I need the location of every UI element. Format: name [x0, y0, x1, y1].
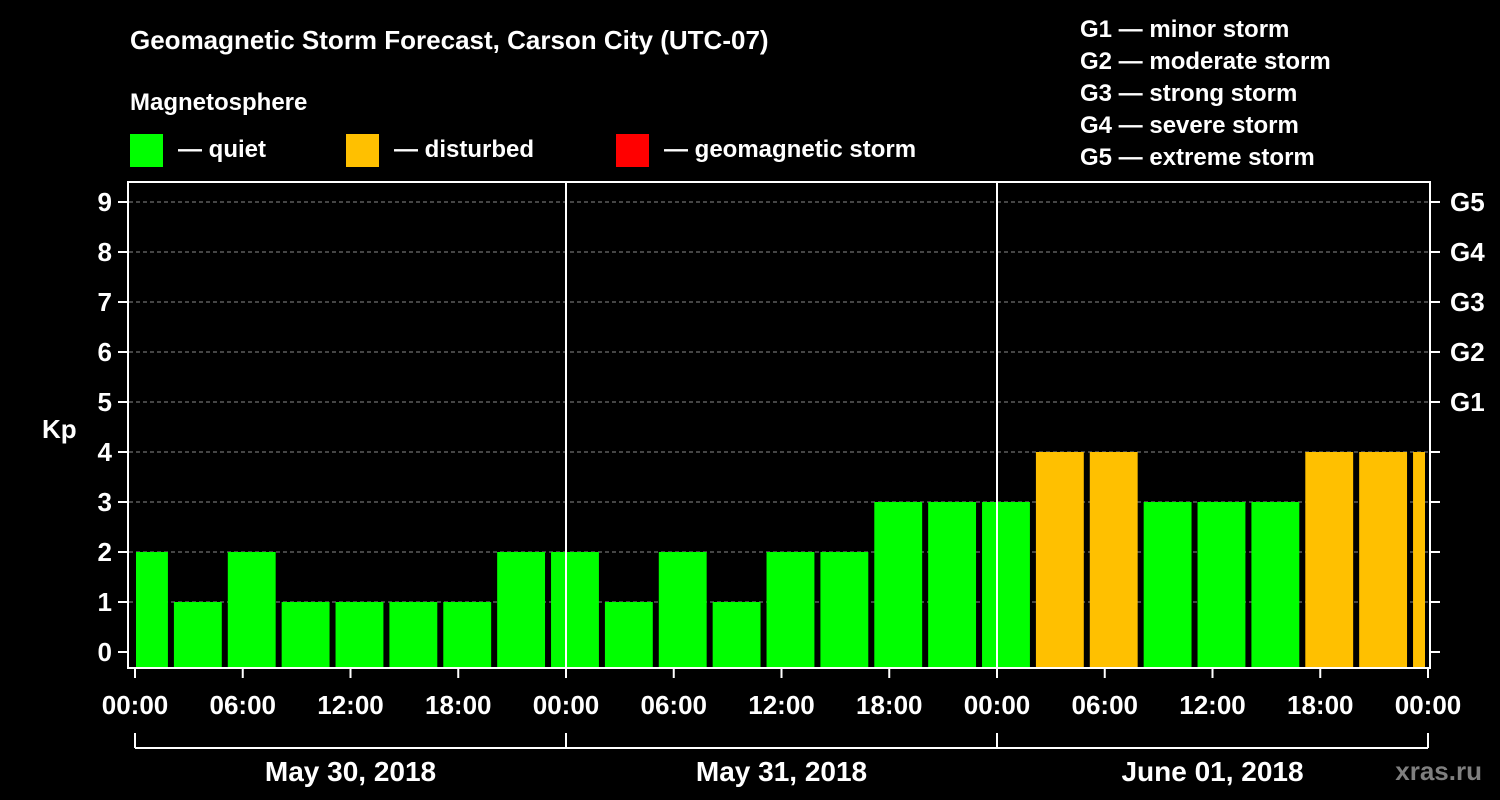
- y-tick-label-4: 4: [98, 437, 113, 467]
- bar-9: [604, 602, 653, 667]
- legend-label-disturbed: — disturbed: [394, 136, 534, 163]
- bar-8: [551, 552, 599, 667]
- day-label-2: June 01, 2018: [1121, 756, 1303, 787]
- x-tick-label-10: 12:00: [1179, 690, 1246, 720]
- storm-scale-g2: G2 — moderate storm: [1080, 48, 1331, 75]
- y-axis-label: Kp: [42, 414, 77, 444]
- x-tick-label-5: 06:00: [641, 690, 708, 720]
- legend-swatch-quiet: [130, 134, 163, 167]
- bar-14: [874, 502, 923, 667]
- x-tick-label-4: 00:00: [533, 690, 600, 720]
- legend-title: Magnetosphere: [130, 89, 307, 116]
- x-tick-label-11: 18:00: [1287, 690, 1354, 720]
- bars: [136, 452, 1425, 667]
- bar-6: [443, 602, 492, 667]
- bar-17: [1035, 452, 1084, 667]
- legend-swatch-storm: [616, 134, 649, 167]
- bar-21: [1251, 502, 1300, 667]
- day-label-1: May 31, 2018: [696, 756, 867, 787]
- bar-10: [658, 552, 707, 667]
- storm-scale-g1: G1 — minor storm: [1080, 16, 1289, 43]
- y-tick-label-9: 9: [98, 187, 112, 217]
- g-tick-label-g5: G5: [1450, 187, 1485, 217]
- storm-scale-g4: G4 — severe storm: [1080, 112, 1299, 139]
- legend-label-quiet: — quiet: [178, 136, 266, 163]
- x-tick-label-9: 06:00: [1072, 690, 1139, 720]
- bar-16: [982, 502, 1030, 667]
- storm-scale-g5: G5 — extreme storm: [1080, 144, 1315, 171]
- bar-24: [1413, 452, 1425, 667]
- y-tick-label-2: 2: [98, 537, 112, 567]
- y-axis: 0 1 2 3 4 5 6 7 8 9: [98, 187, 128, 667]
- bar-4: [335, 602, 384, 667]
- bar-18: [1089, 452, 1138, 667]
- bar-2: [227, 552, 276, 667]
- storm-scale-g3: G3 — strong storm: [1080, 80, 1297, 107]
- g-tick-label-g1: G1: [1450, 387, 1485, 417]
- legend: — quiet — disturbed — geomagnetic storm: [130, 134, 916, 167]
- y-tick-label-5: 5: [98, 387, 112, 417]
- x-tick-label-0: 00:00: [102, 690, 169, 720]
- x-axis: 00:00 06:00 12:00 18:00 00:00 06:00 12:00 18:00…: [102, 668, 1462, 720]
- legend-label-storm: — geomagnetic storm: [664, 136, 916, 163]
- g-tick-label-g3: G3: [1450, 287, 1485, 317]
- y-tick-label-6: 6: [98, 337, 112, 367]
- x-tick-label-12: 00:00: [1395, 690, 1462, 720]
- y-tick-label-1: 1: [98, 587, 112, 617]
- bar-12: [766, 552, 815, 667]
- plot-frame: [127, 181, 1431, 669]
- bar-1: [173, 602, 222, 667]
- y-tick-label-8: 8: [98, 237, 112, 267]
- bar-13: [820, 552, 869, 667]
- bar-5: [389, 602, 438, 667]
- day-label-0: May 30, 2018: [265, 756, 436, 787]
- x-tick-label-8: 00:00: [964, 690, 1031, 720]
- bar-15: [928, 502, 977, 667]
- bar-19: [1143, 502, 1192, 667]
- bar-22: [1305, 452, 1354, 667]
- bar-11: [712, 602, 761, 667]
- g-axis: G1 G2 G3 G4 G5: [1430, 187, 1485, 653]
- bar-7: [497, 552, 546, 667]
- y-tick-label-7: 7: [98, 287, 112, 317]
- bar-0: [136, 552, 168, 667]
- chart-title: Geomagnetic Storm Forecast, Carson City …: [130, 25, 769, 55]
- y-tick-label-3: 3: [98, 487, 112, 517]
- g-tick-label-g2: G2: [1450, 337, 1485, 367]
- watermark: xras.ru: [1395, 756, 1482, 786]
- x-tick-label-2: 12:00: [317, 690, 384, 720]
- x-tick-label-7: 18:00: [856, 690, 923, 720]
- x-tick-label-6: 12:00: [748, 690, 815, 720]
- x-tick-label-1: 06:00: [210, 690, 277, 720]
- storm-scale-legend: G1 — minor storm G2 — moderate storm G3 …: [1080, 16, 1331, 171]
- legend-swatch-disturbed: [346, 134, 379, 167]
- day-axis: May 30, 2018 May 31, 2018 June 01, 2018: [134, 733, 1429, 787]
- x-tick-label-3: 18:00: [425, 690, 492, 720]
- g-tick-label-g4: G4: [1450, 237, 1485, 267]
- bar-23: [1359, 452, 1408, 667]
- bar-3: [281, 602, 330, 667]
- y-tick-label-0: 0: [98, 637, 112, 667]
- bar-20: [1197, 502, 1246, 667]
- day-separators: [565, 182, 998, 667]
